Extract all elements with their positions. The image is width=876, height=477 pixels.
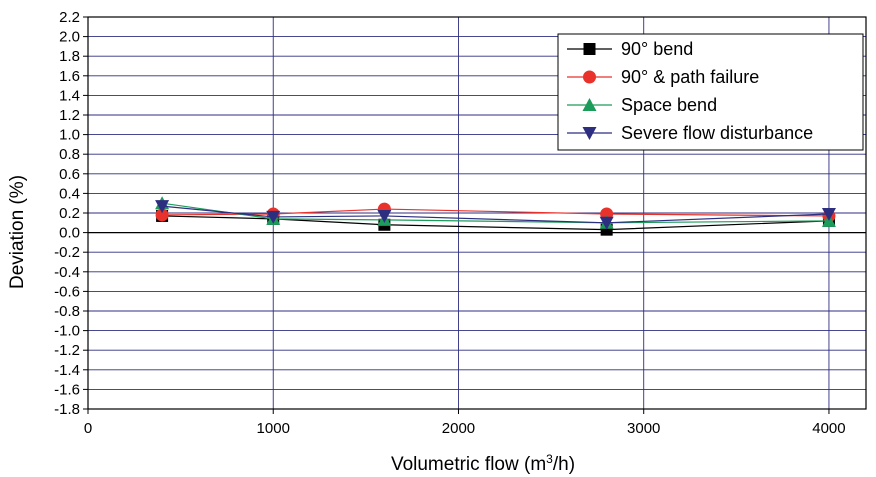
legend-box bbox=[557, 33, 864, 151]
y-axis-title: Deviation (%) bbox=[7, 175, 28, 289]
y-tick-label: 0.2 bbox=[59, 205, 80, 222]
x-tick-label: 1000 bbox=[257, 420, 290, 437]
data-point bbox=[266, 210, 281, 224]
y-tick-label: -0.2 bbox=[54, 244, 80, 261]
x-axis-title-superscript: 3 bbox=[546, 452, 553, 466]
x-axis-title-suffix: /h) bbox=[553, 454, 575, 475]
y-tick-label: -0.4 bbox=[54, 264, 80, 281]
legend-label: 90° & path failure bbox=[621, 67, 759, 87]
y-tick-label: -1.8 bbox=[54, 401, 80, 418]
y-tick-label: -0.6 bbox=[54, 283, 80, 300]
data-point bbox=[155, 200, 170, 214]
data-point bbox=[155, 208, 169, 222]
legend-label: 90° bend bbox=[621, 39, 693, 59]
y-tick-label: -1.4 bbox=[54, 362, 80, 379]
y-tick-label: 1.8 bbox=[59, 48, 80, 65]
x-tick-label: 2000 bbox=[442, 420, 475, 437]
y-tick-label: 2.0 bbox=[59, 29, 80, 46]
y-tick-label: 2.2 bbox=[59, 9, 80, 26]
y-tick-label: 0.4 bbox=[59, 185, 80, 202]
legend-marker bbox=[583, 43, 596, 55]
legend-marker bbox=[582, 98, 597, 111]
x-axis-title-main: Volumetric flow (m bbox=[391, 454, 546, 475]
y-tick-label: -1.2 bbox=[54, 342, 80, 359]
legend-item: 90° & path failure bbox=[567, 67, 759, 87]
legend-marker bbox=[583, 70, 596, 84]
y-tick-label: 0.6 bbox=[59, 166, 80, 183]
series-3 bbox=[155, 200, 836, 230]
legend-item: Severe flow disturbance bbox=[567, 123, 813, 143]
y-tick-label: 0.8 bbox=[59, 146, 80, 163]
x-axis-title: Volumetric flow (m3/h) bbox=[391, 452, 575, 475]
legend-label: Severe flow disturbance bbox=[621, 123, 813, 143]
x-axis-ticks: 0 1000 2000 3000 4000 bbox=[84, 409, 846, 437]
legend-marker bbox=[582, 127, 597, 140]
x-tick-label: 3000 bbox=[627, 420, 660, 437]
x-tick-label: 4000 bbox=[812, 420, 845, 437]
data-point bbox=[821, 207, 836, 221]
y-axis-ticks: -1.8 -1.6 -1.4 -1.2 -1.0 -0.8 -0.6 -0.4 -0.2 0.0 0… bbox=[54, 9, 88, 418]
y-tick-label: 1.2 bbox=[59, 107, 80, 124]
legend-label: Space bend bbox=[621, 95, 717, 115]
y-tick-label: 1.0 bbox=[59, 127, 80, 144]
y-tick-label: 1.4 bbox=[59, 87, 80, 104]
data-point bbox=[377, 209, 392, 223]
y-tick-label: -1.6 bbox=[54, 381, 80, 398]
y-tick-label: -0.8 bbox=[54, 303, 80, 320]
y-tick-label: 1.6 bbox=[59, 68, 80, 85]
x-tick-label: 0 bbox=[84, 420, 92, 437]
data-point bbox=[599, 216, 614, 230]
y-tick-label: 0.0 bbox=[59, 225, 80, 242]
legend: 90° bend 90° & path failure Space bend Seve… bbox=[557, 33, 864, 151]
legend-item: Space bend bbox=[567, 95, 717, 115]
series-layer bbox=[155, 196, 836, 236]
y-tick-label: -1.0 bbox=[54, 323, 80, 340]
legend-item: 90° bend bbox=[567, 39, 693, 59]
